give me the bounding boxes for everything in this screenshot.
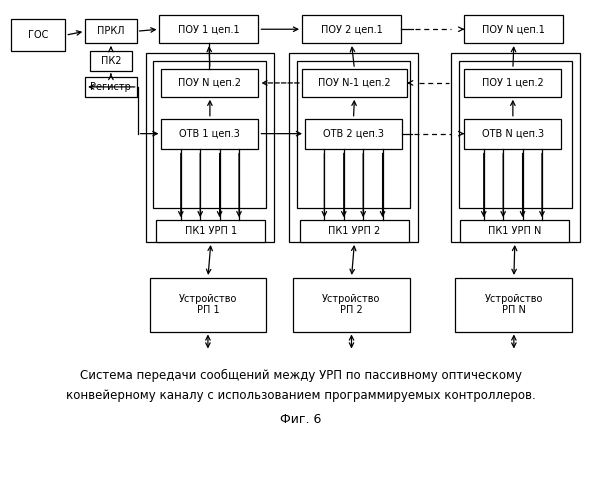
Bar <box>464 118 562 148</box>
Bar <box>456 278 573 332</box>
Text: ОТВ 2 цеп.3: ОТВ 2 цеп.3 <box>323 128 384 138</box>
Bar <box>300 220 409 242</box>
Text: ПОУ 1 цеп.1: ПОУ 1 цеп.1 <box>178 24 240 34</box>
Bar <box>452 53 580 242</box>
Bar <box>85 77 137 97</box>
Text: ПОУ N цеп.2: ПОУ N цеп.2 <box>178 78 241 88</box>
Bar <box>293 278 410 332</box>
Bar <box>160 16 258 43</box>
Bar <box>305 118 402 148</box>
Bar <box>459 61 573 208</box>
Bar <box>302 16 401 43</box>
Bar <box>464 16 563 43</box>
Text: ГОС: ГОС <box>28 30 48 40</box>
Bar <box>289 53 418 242</box>
Text: Система передачи сообщений между УРП по пассивному оптическому: Система передачи сообщений между УРП по … <box>80 370 522 382</box>
Bar <box>302 69 407 97</box>
Bar <box>161 69 258 97</box>
Text: конвейерному каналу с использованием программируемых контроллеров.: конвейерному каналу с использованием про… <box>66 389 536 402</box>
Text: ПОУ N цеп.1: ПОУ N цеп.1 <box>482 24 545 34</box>
Text: ПОУ 1 цеп.2: ПОУ 1 цеп.2 <box>482 78 544 88</box>
Bar <box>11 20 66 51</box>
Text: ПК2: ПК2 <box>101 56 121 66</box>
Bar <box>461 220 569 242</box>
Bar <box>149 278 266 332</box>
Text: ПРКЛ: ПРКЛ <box>97 26 125 36</box>
Text: ПОУ 2 цеп.1: ПОУ 2 цеп.1 <box>321 24 382 34</box>
Bar <box>297 61 410 208</box>
Text: Регистр: Регистр <box>90 82 131 92</box>
Text: Устройство
РП 2: Устройство РП 2 <box>322 294 380 316</box>
Text: ПК1 УРП N: ПК1 УРП N <box>488 226 542 236</box>
Text: ПК1 УРП 1: ПК1 УРП 1 <box>185 226 237 236</box>
Text: Устройство
РП 1: Устройство РП 1 <box>179 294 237 316</box>
Bar <box>161 118 258 148</box>
Text: ПК1 УРП 2: ПК1 УРП 2 <box>328 226 380 236</box>
Text: Устройство
РП N: Устройство РП N <box>485 294 543 316</box>
Bar <box>146 53 275 242</box>
Bar <box>464 69 562 97</box>
Bar <box>85 20 137 43</box>
Text: ОТВ 1 цеп.3: ОТВ 1 цеп.3 <box>179 128 240 138</box>
Bar <box>154 61 266 208</box>
Text: ОТВ N цеп.3: ОТВ N цеп.3 <box>482 128 544 138</box>
Bar <box>90 51 132 71</box>
Text: ПОУ N-1 цеп.2: ПОУ N-1 цеп.2 <box>318 78 391 88</box>
Text: Фиг. 6: Фиг. 6 <box>281 413 321 426</box>
Bar <box>157 220 265 242</box>
